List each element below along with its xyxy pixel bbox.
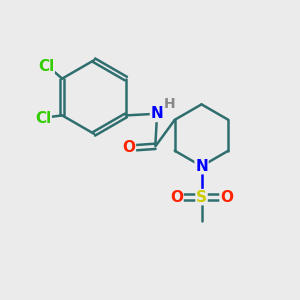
Text: O: O: [220, 190, 233, 205]
Text: N: N: [195, 159, 208, 174]
Text: H: H: [164, 97, 175, 111]
Text: O: O: [170, 190, 183, 205]
Text: N: N: [151, 106, 163, 122]
Text: Cl: Cl: [38, 59, 54, 74]
Text: S: S: [196, 190, 207, 205]
Text: Cl: Cl: [35, 111, 51, 126]
Text: O: O: [122, 140, 135, 155]
